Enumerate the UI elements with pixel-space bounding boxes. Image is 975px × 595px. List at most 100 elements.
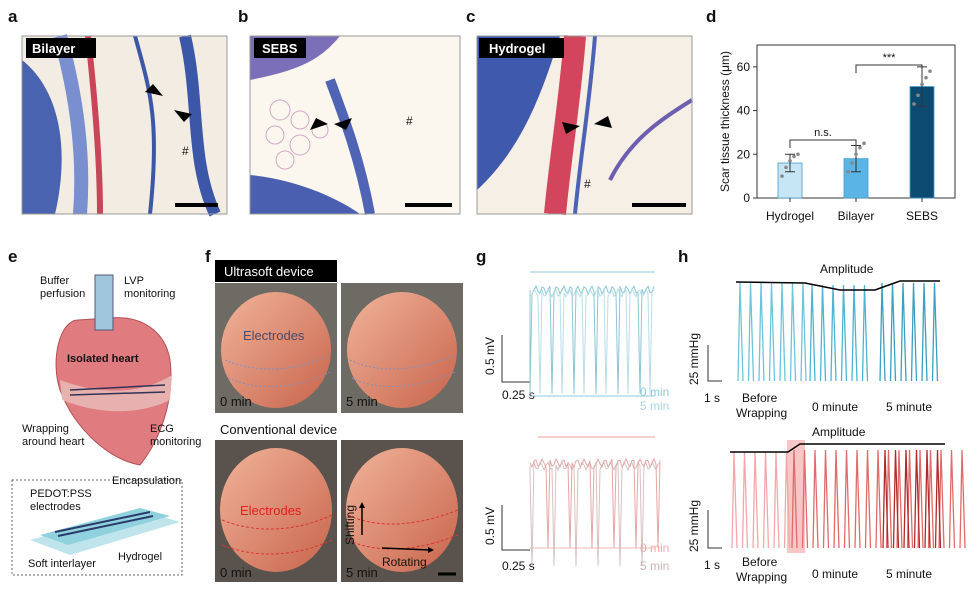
- data-point: [920, 82, 924, 87]
- histology-image: [249, 35, 461, 215]
- y-tick-label: 60: [737, 60, 751, 74]
- label: Rotating: [382, 555, 427, 569]
- label: 5 minute: [886, 400, 932, 414]
- data-point: [792, 154, 796, 159]
- image-label: SEBS: [262, 41, 298, 56]
- image-label: Hydrogel: [489, 41, 545, 56]
- amplitude-line: [730, 443, 945, 453]
- pressure-trace: [731, 451, 791, 549]
- data-point: [850, 161, 854, 165]
- scale-label: 0.5 mV: [483, 507, 497, 545]
- y-tick-label: 40: [737, 104, 751, 118]
- label: 5 min: [346, 394, 378, 409]
- marker: #: [182, 144, 189, 158]
- label: 0 min: [220, 394, 252, 409]
- scale-label: 25 mmHg: [687, 500, 701, 552]
- label: Electrodes: [243, 328, 305, 343]
- y-tick-label: 0: [743, 191, 750, 205]
- image-label: Bilayer: [32, 41, 75, 56]
- scale-bar: [501, 335, 530, 551]
- legend-label: 0 min: [640, 385, 669, 399]
- label: Before Wrapping: [736, 391, 787, 420]
- panel-letter: e: [8, 247, 17, 266]
- label: 0 min: [220, 565, 252, 580]
- legend-label: 5 min: [640, 559, 669, 573]
- amplitude-label: Amplitude: [820, 262, 874, 276]
- bar-chart: 0 20 40 60 Scar tissue thickness (μm) Hydroge…: [718, 44, 956, 223]
- amplitude-label: Amplitude: [812, 425, 866, 439]
- data-point: [854, 152, 858, 157]
- label: Before Wrapping: [736, 555, 787, 584]
- significance-label: n.s.: [814, 127, 832, 139]
- label: Isolated heart: [67, 353, 139, 365]
- label: PEDOT:PSS electrodes: [30, 488, 92, 513]
- label: 5 minute: [886, 567, 932, 581]
- x-tick-label: Hydrogel: [766, 209, 814, 223]
- y-tick-label: 20: [737, 147, 751, 161]
- histology-image: [476, 35, 694, 216]
- panel-letter: g: [476, 247, 486, 266]
- scale-label: 0.25 s: [502, 388, 535, 402]
- data-point: [928, 69, 932, 74]
- scale-label: 1 s: [704, 391, 720, 405]
- label: 5 min: [346, 565, 378, 580]
- label: Hydrogel: [118, 551, 162, 563]
- panel-letter: c: [466, 7, 475, 26]
- scale-label: 25 mmHg: [687, 333, 701, 385]
- pressure-trace: [791, 449, 966, 549]
- data-point: [924, 75, 928, 80]
- label: Conventional device: [220, 422, 337, 437]
- error-bar: [785, 153, 795, 173]
- heart-photos: [215, 260, 463, 582]
- ecg-trace: [529, 284, 655, 395]
- panel-letter: d: [706, 7, 716, 26]
- y-axis-label: Scar tissue thickness (μm): [718, 51, 732, 192]
- significance-bracket: [789, 139, 857, 148]
- data-point: [862, 141, 866, 146]
- pressure-trace: [809, 284, 869, 382]
- ecg-trace: [529, 460, 661, 567]
- ecg-trace: [529, 287, 655, 395]
- data-point: [796, 152, 800, 157]
- data-point: [780, 174, 784, 178]
- label: 0 minute: [812, 567, 858, 581]
- label: Buffer perfusion: [40, 275, 85, 300]
- histology-image: [21, 34, 228, 217]
- heart-diagram: [11, 274, 183, 576]
- panel-letter: f: [205, 247, 211, 266]
- significance-bracket: [855, 64, 923, 73]
- marker: #: [584, 177, 591, 191]
- marker: #: [406, 114, 413, 128]
- traces: [529, 271, 966, 567]
- label: Shifting: [343, 505, 357, 545]
- pressure-trace: [737, 282, 807, 382]
- panel-letter: a: [8, 7, 18, 26]
- label: Electrodes: [240, 503, 302, 518]
- data-point: [788, 159, 792, 163]
- data-point: [916, 93, 920, 98]
- pressure-trace: [882, 449, 942, 549]
- significance-label: ***: [883, 52, 897, 64]
- label: 0 minute: [812, 400, 858, 414]
- label: Soft interlayer: [28, 558, 96, 570]
- scale-label: 0.25 s: [502, 559, 535, 573]
- label: Wrapping around heart: [22, 423, 84, 448]
- label: Ultrasoft device: [224, 264, 314, 279]
- x-tick-label: SEBS: [906, 209, 938, 223]
- amplitude-line: [735, 280, 940, 291]
- pressure-trace: [879, 282, 939, 382]
- data-point: [784, 165, 788, 170]
- legend-label: 5 min: [640, 399, 669, 413]
- data-point: [912, 102, 916, 106]
- label: Encapsulation: [112, 475, 181, 487]
- panel-letter: b: [238, 7, 248, 26]
- panel-letter: h: [678, 247, 688, 266]
- ecg-trace: [529, 457, 661, 549]
- data-point: [858, 145, 862, 150]
- label: LVP monitoring: [124, 275, 175, 300]
- x-tick-label: Bilayer: [838, 209, 875, 223]
- scale-bar: [707, 345, 722, 549]
- label: ECG monitoring: [150, 423, 201, 448]
- data-point: [846, 169, 850, 174]
